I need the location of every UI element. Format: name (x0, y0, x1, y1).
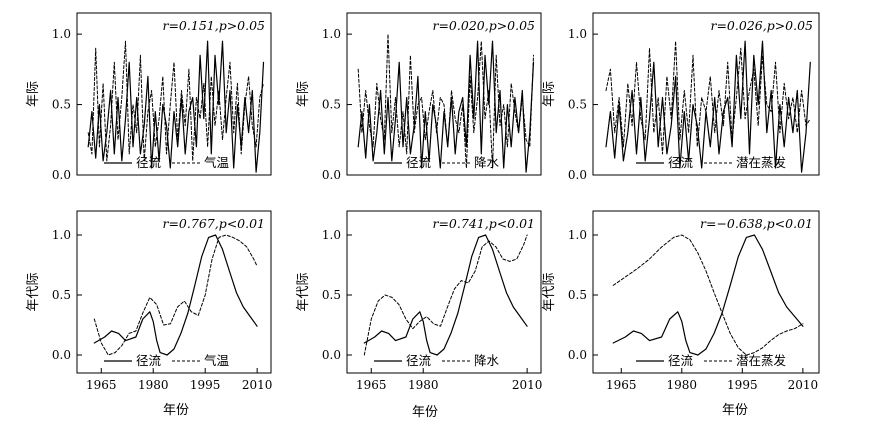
y-tick-label: 0.5 (322, 288, 341, 302)
y-axis-label: 年代际 (26, 272, 41, 311)
series-line-1 (612, 234, 804, 356)
y-tick-label: 0.5 (568, 98, 587, 112)
x-tick-label: 2010 (788, 378, 819, 392)
correlation-annotation: r=0.026,p>0.05 (710, 18, 813, 33)
series-line-1 (363, 234, 528, 356)
series-line-0 (612, 234, 804, 356)
plot-frame (76, 12, 272, 176)
correlation-annotation: r=0.020,p>0.05 (432, 18, 535, 33)
x-tick-label: 1980 (667, 378, 698, 392)
y-tick-label: 0.0 (568, 168, 587, 182)
panel-decadal-precipitation: 0.0 0.5 1.0 1965 1980 2010 年代际 r=0.741,p<0.01 径流… (296, 210, 543, 392)
x-tick-label: 1980 (408, 378, 439, 392)
y-tick-label: 1.0 (322, 27, 341, 41)
y-tick-label: 0.0 (568, 348, 587, 362)
correlation-annotation: r=0.767,p<0.01 (162, 216, 265, 231)
correlation-annotation: r=−0.638,p<0.01 (700, 216, 813, 231)
panel-decadal-evaporation: 0.0 0.5 1.0 1965 1980 1995 2010 年代际 r=−0.638,p<0… (542, 210, 820, 392)
legend-label: 径流 (136, 353, 162, 368)
legend-label: 径流 (668, 155, 694, 170)
panel-annual-temperature: 0.0 0.5 1.0 年际 r=0.151,p>0.05 径流 气温 (26, 12, 272, 182)
series-line-0 (87, 40, 265, 173)
legend-label: 气温 (204, 155, 230, 170)
x-tick-label: 1995 (190, 378, 221, 392)
x-tick-label: 1980 (138, 378, 169, 392)
y-axis-label: 年代际 (296, 272, 311, 311)
x-axis-label-right: 年份 (722, 403, 748, 418)
series-line-1 (605, 40, 811, 155)
y-tick-label: 0.0 (52, 348, 71, 362)
y-tick-label: 0.0 (52, 168, 71, 182)
legend-label: 径流 (406, 155, 432, 170)
series-line-0 (357, 40, 535, 173)
correlation-annotation: r=0.741,p<0.01 (432, 216, 535, 231)
legend-label: 降水 (474, 353, 500, 368)
plot-frame (346, 210, 542, 374)
x-tick-label: 1965 (356, 378, 387, 392)
x-tick-label: 2010 (242, 378, 273, 392)
x-tick-label: 1995 (727, 378, 758, 392)
y-tick-label: 0.5 (322, 98, 341, 112)
x-tick-label: 2010 (512, 378, 543, 392)
legend-label: 降水 (474, 155, 500, 170)
y-axis-label: 年际 (26, 81, 41, 107)
y-tick-label: 1.0 (568, 27, 587, 41)
plot-frame (592, 12, 820, 176)
x-axis-label-center: 年份 (412, 405, 438, 420)
series-line-1 (357, 33, 534, 169)
y-axis-label: 年际 (296, 81, 311, 107)
legend-label: 径流 (136, 155, 162, 170)
series-line-1 (93, 234, 258, 356)
legend-label: 径流 (406, 353, 432, 368)
plot-frame (76, 210, 272, 374)
legend-label: 潜在蒸发 (736, 353, 787, 368)
legend-label: 径流 (668, 353, 694, 368)
y-tick-label: 0.5 (52, 288, 71, 302)
x-tick-label: 1965 (86, 378, 117, 392)
y-axis-label: 年代际 (542, 272, 557, 311)
x-axis-label-left: 年份 (163, 403, 189, 418)
panel-annual-evaporation: 0.0 0.5 1.0 年际 r=0.026,p>0.05 径流 潜在蒸发 (542, 12, 820, 182)
panel-annual-precipitation: 0.0 0.5 1.0 年际 r=0.020,p>0.05 径流 降水 (296, 12, 542, 182)
legend-label: 潜在蒸发 (736, 155, 787, 170)
panel-decadal-temperature: 0.0 0.5 1.0 1965 1980 1995 2010 年代际 r=0.767,p<0.… (26, 210, 273, 392)
series-line-0 (93, 234, 258, 356)
series-line-0 (605, 40, 811, 173)
y-tick-label: 0.5 (568, 288, 587, 302)
plot-frame (592, 210, 820, 374)
correlation-annotation: r=0.151,p>0.05 (162, 18, 265, 33)
plot-frame (346, 12, 542, 176)
legend-label: 气温 (204, 353, 230, 368)
series-line-0 (363, 234, 528, 356)
y-tick-label: 0.0 (322, 348, 341, 362)
y-tick-label: 1.0 (52, 228, 71, 242)
y-tick-label: 1.0 (568, 228, 587, 242)
series-line-1 (87, 40, 264, 162)
x-tick-label: 1965 (606, 378, 637, 392)
y-tick-label: 0.0 (322, 168, 341, 182)
y-tick-label: 0.5 (52, 98, 71, 112)
y-tick-label: 1.0 (322, 228, 341, 242)
y-axis-label: 年际 (542, 81, 557, 107)
y-tick-label: 1.0 (52, 27, 71, 41)
